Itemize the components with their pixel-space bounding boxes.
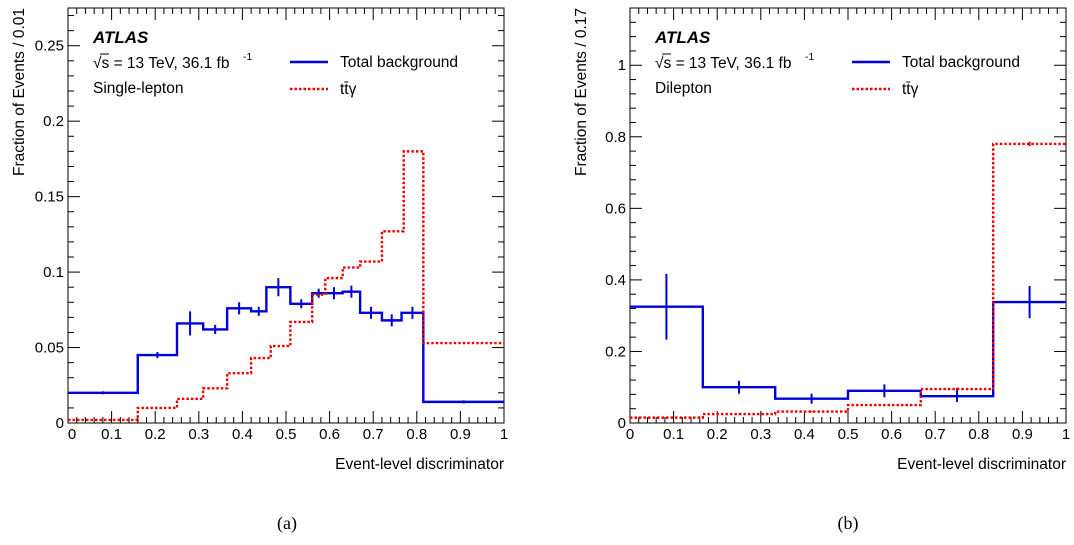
x-tick-label: 0.5 <box>838 426 859 443</box>
energy-lumi-label: √s = 13 TeV, 36.1 fb <box>93 55 230 72</box>
x-tick-label: 0.7 <box>925 426 946 443</box>
y-tick-label: 0 <box>618 415 626 432</box>
y-tick-label: 0.1 <box>43 264 64 281</box>
x-tick-label: 0.1 <box>101 426 122 443</box>
x-tick-label: 0.6 <box>319 426 340 443</box>
legend-entry: tt̄γ <box>340 81 357 98</box>
x-tick-label: 0.9 <box>1012 426 1033 443</box>
chart-panel-b: 0 0.1 0.2 0.3 0.4 0.5 0.6 0.7 0.8 0.9 1 0 0.2 0.4 0.6 0… <box>573 7 1070 473</box>
atlas-label: ATLAS <box>654 28 711 47</box>
x-tick-label: 0.9 <box>450 426 471 443</box>
x-tick-label: 1 <box>1062 426 1070 443</box>
chart-panel-a: 0 0.1 0.2 0.3 0.4 0.5 0.6 0.7 0.8 0.9 1 0 0.05 0.1 0.1… <box>11 7 508 473</box>
x-tick-label: 0.1 <box>663 426 684 443</box>
legend-entry: Total background <box>340 54 458 71</box>
y-tick-label: 0.6 <box>605 200 626 217</box>
lumi-exponent: -1 <box>805 51 814 63</box>
y-tick-label: 0.2 <box>43 113 64 130</box>
x-tick-label: 0 <box>626 426 634 443</box>
x-axis-label: Event-level discriminator <box>335 456 504 473</box>
x-tick-label: 0.2 <box>707 426 728 443</box>
x-tick-label: 0.8 <box>406 426 427 443</box>
ttgamma-histogram <box>68 150 504 422</box>
y-tick-label: 0.4 <box>605 272 626 289</box>
x-tick-label: 0 <box>68 426 76 443</box>
x-tick-label: 0.8 <box>968 426 989 443</box>
legend-entry: tt̄γ <box>902 81 919 98</box>
y-tick-label: 0.05 <box>35 340 64 357</box>
legend-entry: Total background <box>902 54 1020 71</box>
y-axis-label: Fraction of Events / 0.01 <box>11 8 28 176</box>
background-histogram <box>630 300 1066 400</box>
channel-label: Dilepton <box>655 80 712 97</box>
x-tick-label: 0.2 <box>145 426 166 443</box>
ttgamma-histogram <box>630 142 1066 419</box>
channel-label: Single-lepton <box>93 80 183 97</box>
panel-caption: (a) <box>277 513 297 534</box>
x-tick-label: 0.3 <box>750 426 771 443</box>
atlas-label: ATLAS <box>92 28 149 47</box>
x-tick-label: 1 <box>500 426 508 443</box>
x-axis-label: Event-level discriminator <box>897 456 1066 473</box>
y-axis-label: Fraction of Events / 0.17 <box>573 8 590 176</box>
x-tick-label: 0.6 <box>881 426 902 443</box>
y-tick-label: 1 <box>618 57 626 74</box>
x-tick-label: 0.4 <box>794 426 815 443</box>
y-tick-label: 0.15 <box>35 189 64 206</box>
background-histogram <box>68 285 504 404</box>
x-tick-label: 0.3 <box>188 426 209 443</box>
x-tick-label: 0.4 <box>232 426 253 443</box>
y-tick-label: 0.2 <box>605 343 626 360</box>
y-tick-label: 0.8 <box>605 129 626 146</box>
y-tick-label: 0 <box>56 415 64 432</box>
panel-caption: (b) <box>838 513 859 534</box>
lumi-exponent: -1 <box>243 51 252 63</box>
x-tick-label: 0.7 <box>363 426 384 443</box>
energy-lumi-label: √s = 13 TeV, 36.1 fb <box>655 55 792 72</box>
x-tick-label: 0.5 <box>276 426 297 443</box>
y-tick-label: 0.25 <box>35 38 64 55</box>
